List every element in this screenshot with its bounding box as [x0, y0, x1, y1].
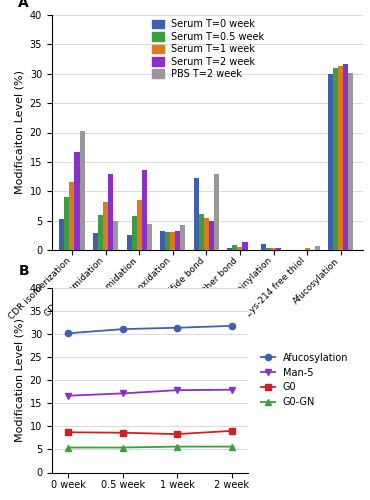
G0 [120, 430, 125, 436]
Man-5 [66, 392, 70, 398]
Bar [80, 132, 85, 250]
Bar [209, 221, 214, 250]
Bar [305, 248, 310, 250]
Afucosylation [175, 324, 179, 330]
Bar [103, 202, 108, 250]
Line: G0: G0 [65, 428, 235, 437]
Bar [127, 234, 132, 250]
Bar [93, 233, 98, 250]
Bar [113, 220, 118, 250]
Bar [147, 224, 152, 250]
Afucosylation [66, 330, 70, 336]
Bar [276, 248, 281, 250]
Bar [266, 248, 271, 250]
Bar [74, 152, 80, 250]
Bar [232, 246, 238, 250]
Bar [108, 174, 113, 250]
Bar [70, 182, 74, 250]
Man-5 [120, 390, 125, 396]
Bar [165, 232, 170, 250]
G0 [66, 430, 70, 436]
Legend: Afucosylation, Man-5, G0, G0-GN: Afucosylation, Man-5, G0, G0-GN [259, 351, 350, 409]
Bar [199, 214, 204, 250]
Afucosylation [120, 326, 125, 332]
Bar [242, 242, 248, 250]
Bar [214, 174, 219, 250]
Bar [142, 170, 147, 250]
G0-GN [66, 444, 70, 450]
Bar [333, 68, 338, 250]
Line: G0-GN: G0-GN [65, 444, 235, 450]
Line: Afucosylation: Afucosylation [65, 323, 235, 336]
Bar [343, 64, 348, 250]
Bar [132, 216, 137, 250]
Bar [238, 247, 242, 250]
Bar [227, 248, 232, 250]
Bar [271, 248, 276, 250]
Bar [175, 230, 180, 250]
Bar [328, 74, 333, 250]
Bar [64, 197, 70, 250]
Bar [338, 66, 343, 250]
G0-GN [229, 444, 234, 450]
Y-axis label: Modificaiton Level (%): Modificaiton Level (%) [14, 70, 24, 194]
Bar [170, 232, 175, 250]
Line: Man-5: Man-5 [65, 386, 235, 399]
Bar [59, 220, 64, 250]
Legend: Serum T=0 week, Serum T=0.5 week, Serum T=1 week, Serum T=2 week, PBS T=2 week: Serum T=0 week, Serum T=0.5 week, Serum … [150, 18, 266, 81]
G0 [175, 431, 179, 437]
Bar [160, 231, 165, 250]
Bar [348, 72, 353, 250]
Bar [194, 178, 199, 250]
Afucosylation [229, 323, 234, 329]
Bar [315, 246, 320, 250]
Man-5 [175, 387, 179, 393]
G0 [229, 428, 234, 434]
Bar [98, 216, 103, 250]
Bar [261, 244, 266, 250]
Text: A: A [18, 0, 28, 10]
Bar [137, 200, 142, 250]
Bar [204, 218, 209, 250]
Man-5 [229, 386, 234, 392]
Y-axis label: Modification Level (%): Modification Level (%) [14, 318, 24, 442]
Text: B: B [18, 264, 29, 278]
G0-GN [175, 444, 179, 450]
Bar [180, 226, 185, 250]
G0-GN [120, 444, 125, 450]
